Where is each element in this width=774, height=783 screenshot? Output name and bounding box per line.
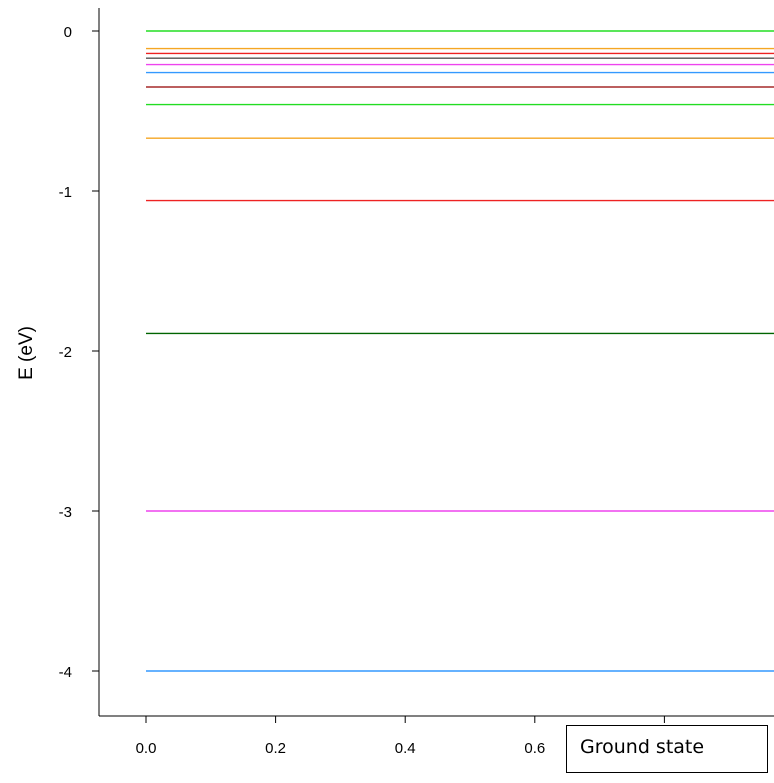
x-tick-label: 0.0 (136, 740, 157, 757)
series-lines (146, 30, 774, 672)
x-tick-label: 0.6 (524, 740, 545, 757)
x-tick-label: 0.2 (265, 740, 286, 757)
y-tick-label: -4 (59, 664, 72, 681)
y-axis-title: E (eV) (16, 326, 37, 380)
ticks: 0 -1 -2 -3 -4 0.0 0.2 0.4 0.6 (59, 24, 665, 757)
y-tick-label: -1 (59, 184, 72, 201)
legend-label: Ground state (580, 736, 705, 758)
y-tick-label: -3 (59, 504, 72, 521)
axes: E (eV) (16, 8, 774, 717)
y-tick-label: -2 (59, 344, 72, 361)
x-tick-label: 0.4 (395, 740, 416, 757)
legend: Ground state (566, 725, 768, 773)
y-tick-label: 0 (64, 24, 72, 41)
